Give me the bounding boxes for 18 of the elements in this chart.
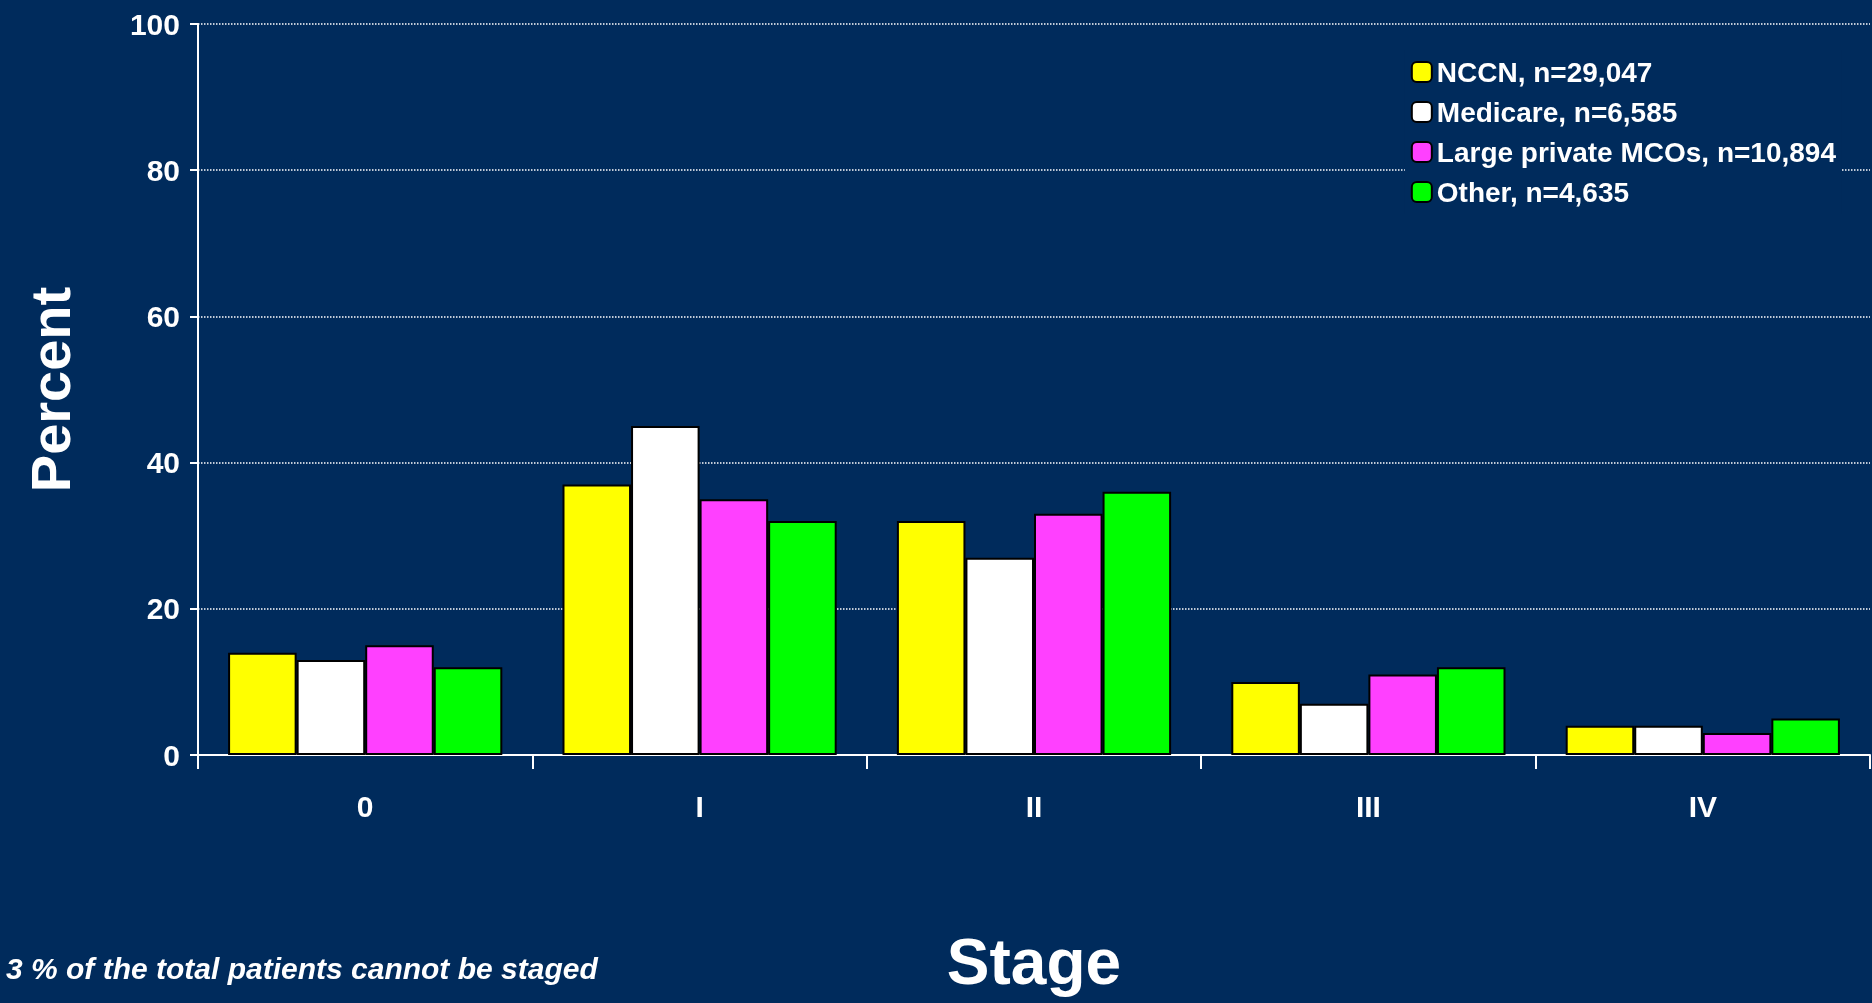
legend-label: Large private MCOs, n=10,894 [1436,136,1837,168]
x-axis-title: Stage [946,926,1122,998]
legend-label: Other, n=4,635 [1436,176,1630,208]
y-tick-label: 40 [146,446,180,480]
y-tick-label: 20 [146,592,180,626]
x-tick-label: II [1025,789,1043,823]
x-tick-label: III [1355,789,1381,823]
x-tick-label: 0 [356,789,374,823]
y-tick-label: 100 [129,7,180,41]
text: 3 % of the total patients cannot be staged [6,951,599,985]
x-tick-label: IV [1688,789,1717,823]
y-tick-label: 80 [146,153,180,187]
y-tick-label: 60 [146,299,180,333]
legend-label: Medicare, n=6,585 [1436,96,1678,128]
x-tick-label: I [695,789,704,823]
y-axis-title: Percent [18,286,82,493]
legend-label: NCCN, n=29,047 [1436,56,1653,88]
y-tick-label: 0 [163,738,180,772]
